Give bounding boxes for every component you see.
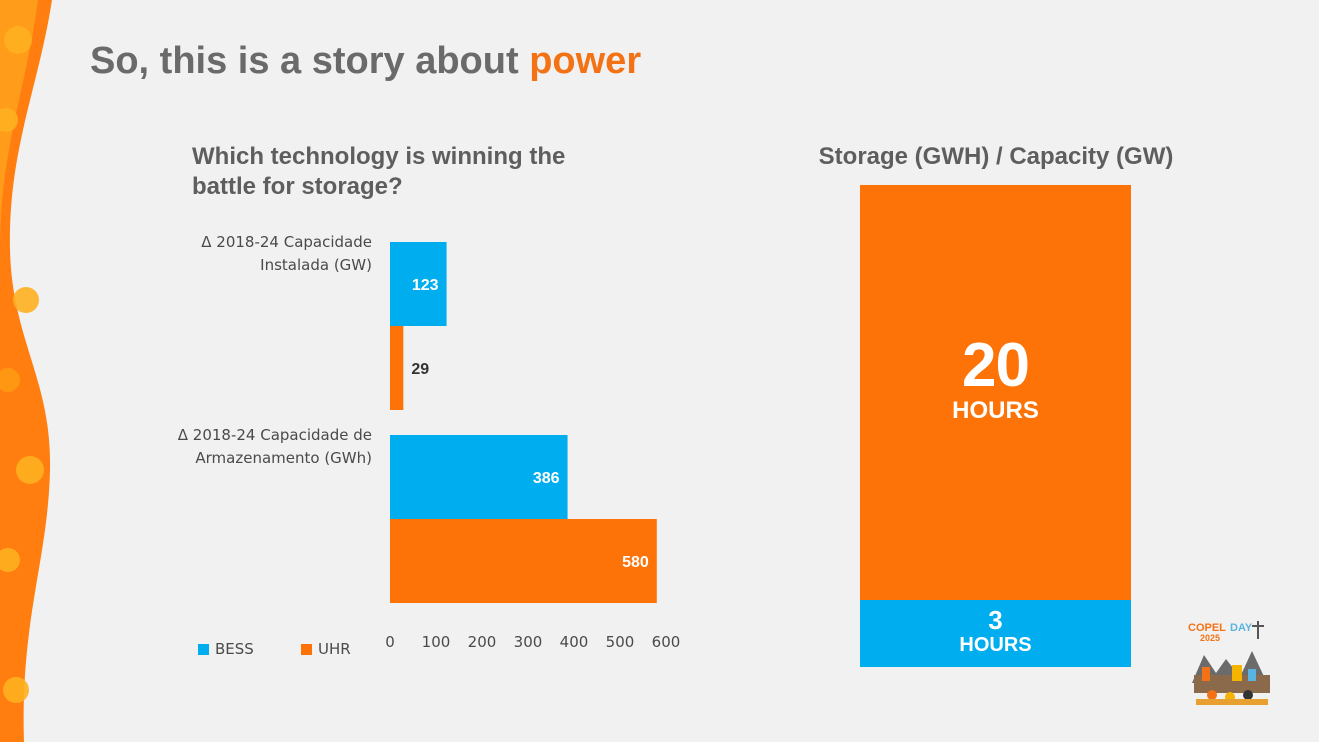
logo-text-day: DAY (1230, 622, 1253, 634)
legend-swatch-bess (198, 643, 209, 655)
uhr-hours-segment: 20 HOURS (860, 185, 1131, 600)
bess-hours-unit: HOURS (959, 634, 1032, 656)
x-tick-label-5: 500 (606, 633, 635, 651)
logo-text-copel: COPEL (1188, 622, 1226, 634)
legend-bess: BESS (198, 640, 254, 658)
category-label-installed: Δ 2018-24 Capacidade Instalada (GW) (201, 233, 372, 274)
legend-swatch-uhr (301, 643, 312, 655)
uhr-hours-unit: HOURS (952, 397, 1039, 424)
bar-uhr-1 (390, 519, 657, 603)
decorative-wave-border (0, 0, 52, 742)
uhr-hours-value: 20 (962, 331, 1030, 400)
data-label-bess-0: 123 (412, 277, 439, 294)
bar-uhr-0 (390, 326, 404, 410)
x-tick-label-1: 100 (422, 633, 451, 651)
legend-uhr: UHR (301, 640, 351, 658)
copel-day-logo: COPEL DAY 2025 (1188, 621, 1270, 705)
category-label-storage: Δ 2018-24 Capacidade de Armazenamento (G… (177, 426, 372, 467)
data-label-uhr-0: 29 (411, 361, 429, 378)
bar-chart-title: Which technology is winning the battle f… (192, 143, 566, 200)
data-label-uhr-1: 580 (622, 554, 649, 571)
x-tick-label-2: 200 (468, 633, 497, 651)
page-title: So, this is a story about power (90, 40, 642, 82)
bess-hours-segment: 3 HOURS (860, 600, 1131, 667)
stack-chart-title: Storage (GWH) / Capacity (GW) (818, 143, 1174, 170)
storage-hours-stack: 20 HOURS 3 HOURS (860, 185, 1131, 667)
bar-bess-0 (390, 242, 447, 326)
logo-text-year: 2025 (1200, 633, 1220, 643)
x-tick-label-3: 300 (514, 633, 543, 651)
bar-bess-1 (390, 435, 568, 519)
horizontal-bar-chart: 123 29 386 580 0 100 200 300 400 500 600 (385, 242, 681, 651)
data-label-bess-1: 386 (533, 470, 560, 487)
title-accent: power (529, 40, 642, 82)
x-tick-label-0: 0 (385, 633, 395, 651)
x-tick-label-6: 600 (652, 633, 681, 651)
x-tick-label-4: 400 (560, 633, 589, 651)
bess-hours-value: 3 (988, 605, 1003, 635)
